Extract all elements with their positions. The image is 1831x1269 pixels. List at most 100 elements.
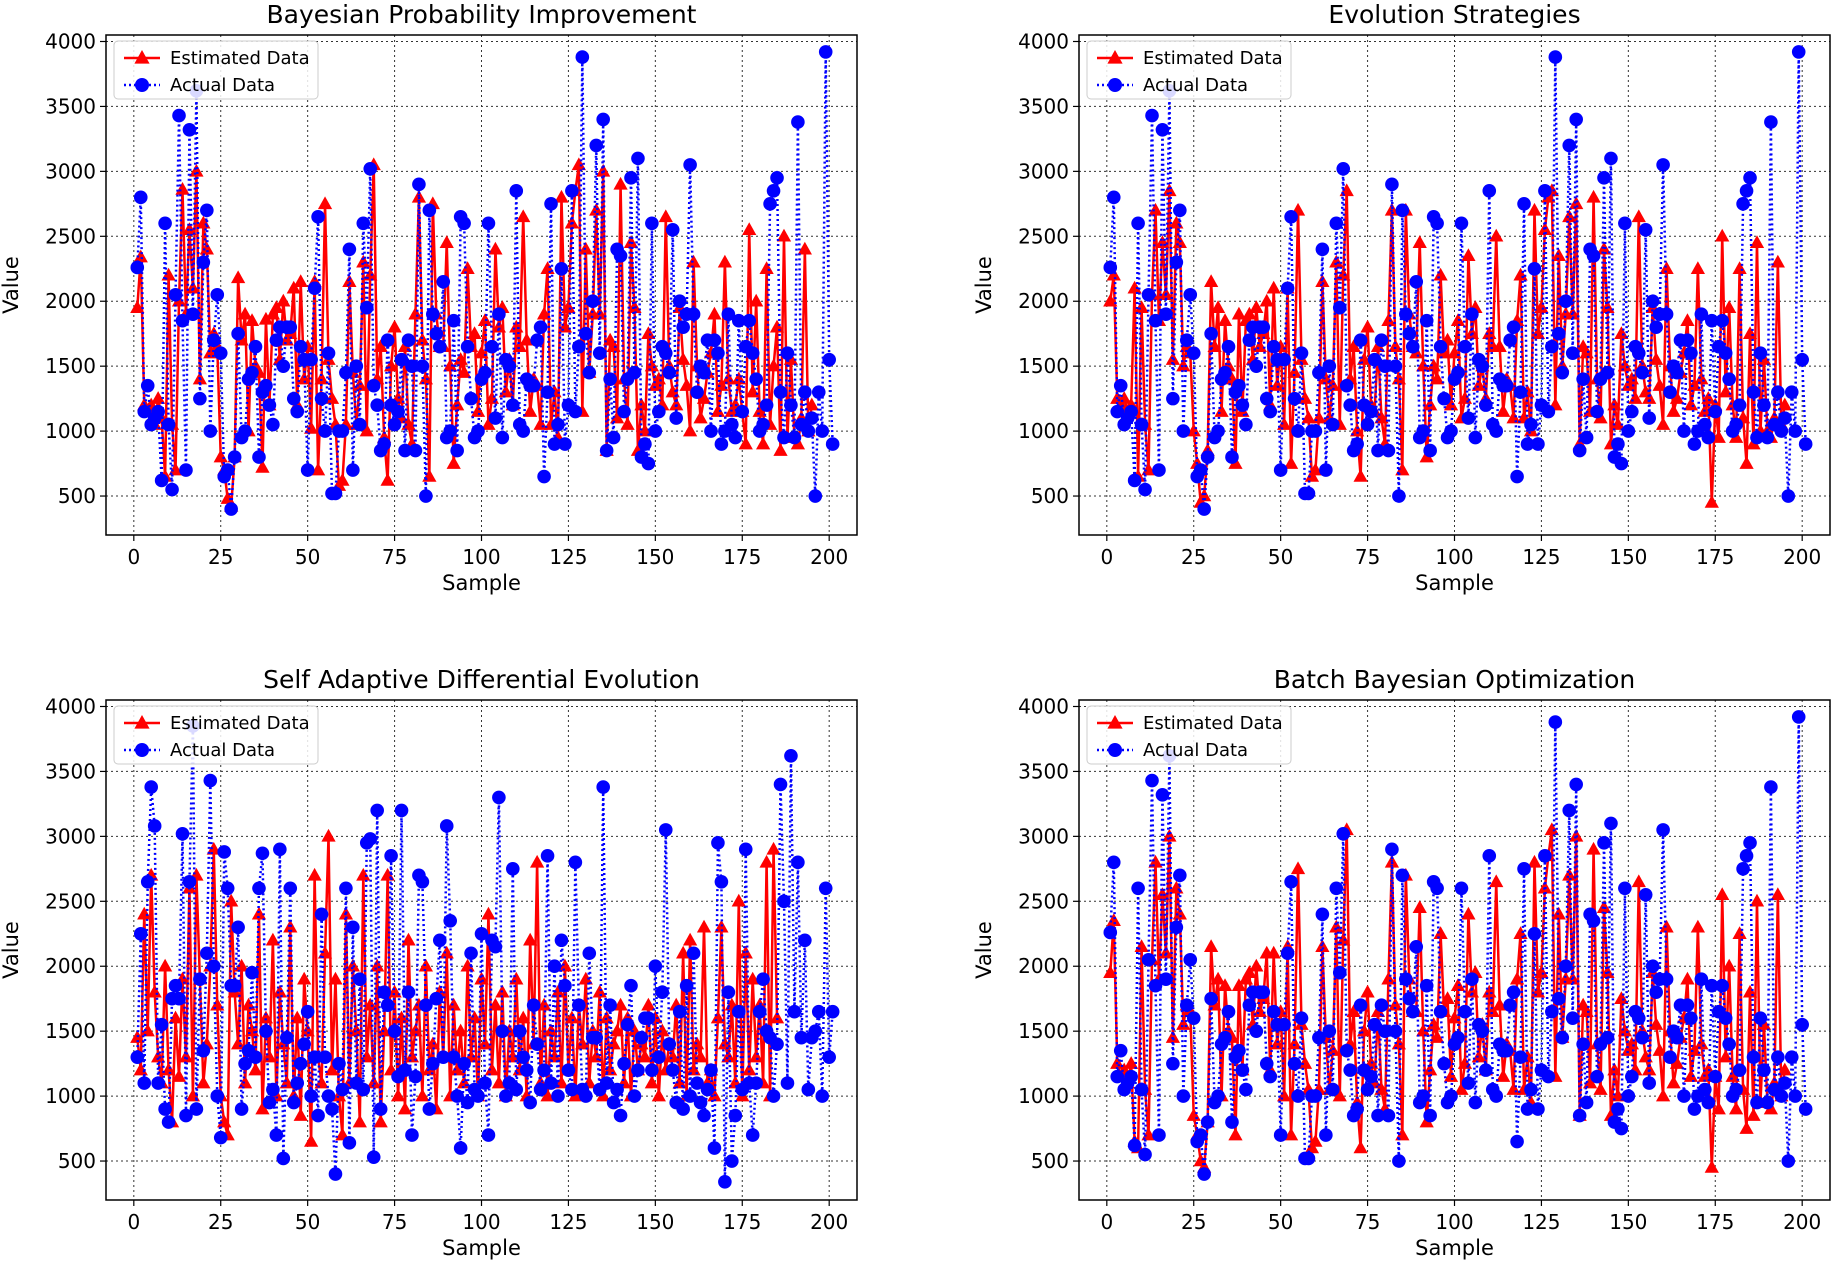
- actual-point: [1301, 1151, 1316, 1166]
- actual-point: [161, 1115, 176, 1129]
- estimated-point: [773, 443, 788, 456]
- actual-point: [1760, 1095, 1775, 1110]
- estimated-point: [1127, 280, 1142, 294]
- actual-point: [328, 1167, 343, 1181]
- actual-point: [1232, 1043, 1246, 1058]
- y-tick-label: 1500: [1018, 1019, 1069, 1043]
- estimated-point: [1231, 306, 1247, 320]
- actual-point: [683, 1089, 697, 1103]
- estimated-point: [1579, 345, 1594, 359]
- actual-line: [1109, 716, 1807, 1175]
- estimated-point: [1440, 991, 1455, 1004]
- actual-point: [1159, 972, 1173, 987]
- estimated-point: [1266, 945, 1281, 959]
- actual-point: [394, 352, 409, 367]
- estimated-point: [509, 971, 524, 985]
- actual-point: [133, 926, 148, 941]
- actual-point: [172, 108, 186, 123]
- estimated-point: [1725, 1069, 1740, 1082]
- estimated-point: [1655, 417, 1671, 430]
- actual-point: [1204, 326, 1218, 341]
- actual-point: [585, 294, 600, 309]
- actual-point: [707, 1141, 722, 1155]
- actual-point: [572, 998, 586, 1012]
- actual-point: [1795, 352, 1809, 367]
- actual-point: [269, 1128, 284, 1142]
- actual-point: [168, 978, 183, 993]
- actual-point: [509, 184, 524, 198]
- estimated-point: [1304, 469, 1320, 482]
- actual-point: [1329, 216, 1344, 231]
- estimated-point: [1270, 1036, 1285, 1050]
- actual-point: [488, 411, 503, 425]
- actual-point: [1611, 437, 1625, 451]
- estimated-point: [1277, 417, 1292, 430]
- actual-point: [1478, 398, 1493, 412]
- actual-point: [346, 920, 360, 935]
- actual-point: [1186, 1011, 1201, 1025]
- actual-point: [363, 161, 378, 176]
- legend-box: [1086, 40, 1292, 100]
- actual-point: [1774, 424, 1789, 438]
- estimated-point: [1270, 378, 1285, 391]
- actual-point: [1670, 1030, 1684, 1045]
- y-tick-label: 1500: [1018, 354, 1069, 378]
- actual-point: [1239, 417, 1253, 432]
- estimated-point: [230, 1036, 246, 1050]
- estimated-point: [749, 293, 764, 307]
- actual-point: [1287, 391, 1302, 406]
- actual-point: [537, 1063, 551, 1077]
- actual-series: [1103, 710, 1813, 1181]
- estimated-point: [1360, 984, 1375, 998]
- actual-point: [1541, 404, 1556, 419]
- actual-point: [1677, 424, 1691, 438]
- actual-point: [1294, 346, 1309, 360]
- estimated-point: [742, 1062, 757, 1076]
- estimated-point: [707, 306, 722, 320]
- estimated-point: [304, 421, 319, 434]
- actual-point: [349, 359, 364, 373]
- actual-point: [1259, 1056, 1274, 1071]
- x-tick-label: 75: [382, 545, 407, 569]
- actual-point: [1124, 404, 1138, 419]
- actual-point: [617, 404, 631, 419]
- estimated-point: [1649, 352, 1664, 365]
- actual-point: [526, 998, 541, 1012]
- actual-point: [1166, 391, 1180, 406]
- actual-point: [1145, 108, 1159, 123]
- estimated-point: [1715, 228, 1730, 242]
- actual-point: [1266, 339, 1281, 354]
- legend-triangle-icon: [134, 50, 150, 64]
- actual-point: [356, 216, 371, 231]
- estimated-point: [1527, 854, 1542, 868]
- estimated-point: [554, 189, 569, 203]
- actual-point: [248, 1050, 263, 1064]
- estimated-point: [1148, 854, 1163, 868]
- estimated-point: [415, 332, 430, 346]
- actual-point: [1663, 385, 1677, 399]
- actual-point: [328, 486, 343, 501]
- actual-point: [714, 437, 729, 451]
- actual-point: [1169, 255, 1184, 270]
- actual-point: [780, 346, 795, 360]
- estimated-point: [1186, 423, 1201, 437]
- estimated-point: [262, 1049, 277, 1063]
- estimated-point: [717, 254, 733, 268]
- actual-point: [718, 1175, 732, 1189]
- actual-point: [245, 965, 259, 980]
- actual-point: [1576, 372, 1590, 386]
- actual-point: [1732, 1063, 1747, 1077]
- actual-point: [1715, 313, 1730, 328]
- actual-point: [1395, 203, 1410, 218]
- x-tick-label: 50: [1268, 545, 1293, 569]
- actual-point: [502, 359, 517, 373]
- legend-circle-icon: [135, 78, 149, 92]
- legend-triangle-icon: [134, 715, 150, 729]
- legend-label: Estimated Data: [1143, 713, 1283, 734]
- estimated-point: [481, 906, 496, 920]
- estimated-point: [1496, 1069, 1511, 1082]
- actual-point: [624, 171, 638, 185]
- actual-point: [210, 1089, 225, 1103]
- actual-point: [1263, 1069, 1278, 1084]
- estimated-point: [609, 1023, 625, 1037]
